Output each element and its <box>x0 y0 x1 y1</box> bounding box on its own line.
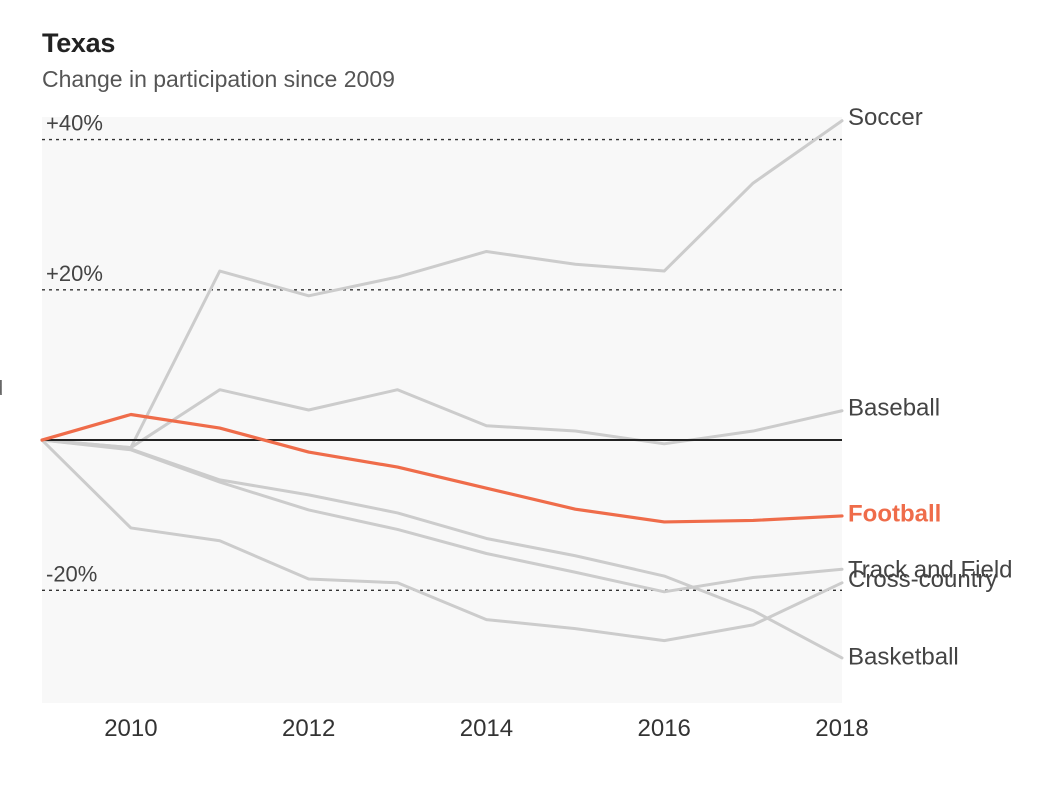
series-line-baseball <box>40 388 844 450</box>
chart-title: Texas <box>42 28 116 58</box>
series-lines <box>40 119 844 660</box>
series-label-football: Football <box>848 501 941 528</box>
x-tick-label: 2018 <box>815 715 868 742</box>
chart-subtitle: Change in participation since 2009 <box>42 66 395 92</box>
y-tick-label: +40% <box>46 111 103 136</box>
x-tick-label: 2014 <box>460 715 513 742</box>
series-label-cross-country: Cross-country <box>848 566 997 593</box>
x-tick-label: 2010 <box>104 715 157 742</box>
series-label-track-and-field: Track and Field <box>848 556 1013 583</box>
series-line-soccer <box>40 119 844 450</box>
x-tick-label: 2012 <box>282 715 335 742</box>
series-label-soccer: Soccer <box>848 104 923 131</box>
series-line-football <box>40 412 844 524</box>
x-axis: 2010 2012 2014 2016 2018 <box>104 715 869 742</box>
y-tick-label: +20% <box>46 261 103 286</box>
series-label-baseball: Baseball <box>848 395 940 422</box>
gridlines: +40% +20% -20% <box>42 111 842 592</box>
series-line-cross-country <box>40 438 844 594</box>
series-line-basketball <box>40 438 844 643</box>
y-tick-label: -20% <box>46 561 97 586</box>
plot-background <box>42 117 842 703</box>
series-label-basketball: Basketball <box>848 643 959 670</box>
x-tick-label: 2016 <box>638 715 691 742</box>
end-labels: Soccer Baseball Football Track and FieldCro… <box>848 104 1013 670</box>
clipped-edge-text: d <box>0 378 3 401</box>
